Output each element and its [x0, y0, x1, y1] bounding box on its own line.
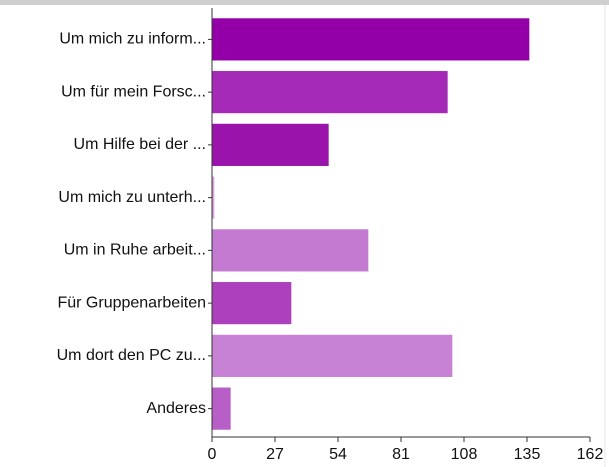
bar: [212, 282, 292, 325]
bar: [212, 176, 215, 219]
x-tick-label: 54: [329, 446, 347, 463]
x-tick-label: 27: [266, 446, 284, 463]
y-tick-label: Für Gruppenarbeiten: [57, 294, 206, 311]
bar: [212, 71, 448, 114]
x-tick-label: 135: [514, 446, 541, 463]
y-tick-label: Um mich zu inform...: [59, 31, 206, 48]
bar: [212, 387, 231, 430]
bar: [212, 334, 453, 377]
x-tick-label: 108: [451, 446, 478, 463]
y-tick-label: Um dort den PC zu...: [57, 347, 206, 364]
y-tick-label: Um Hilfe bei der ...: [74, 136, 206, 153]
y-tick-label: Um für mein Forsc...: [61, 83, 206, 100]
bar: [212, 18, 530, 61]
y-tick-label: Um in Ruhe arbeit...: [64, 242, 206, 259]
y-tick-label: Anderes: [146, 400, 206, 417]
bar: [212, 229, 369, 272]
x-tick-label: 0: [208, 446, 217, 463]
bar: [212, 123, 329, 166]
top-strip: [0, 0, 609, 5]
x-tick-label: 81: [392, 446, 410, 463]
x-tick-label: 162: [577, 446, 604, 463]
y-tick-label: Um mich zu unterh...: [58, 189, 206, 206]
